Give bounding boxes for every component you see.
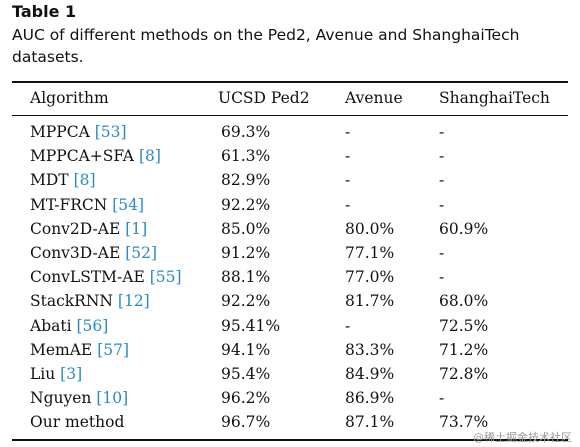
cell-avenue: - — [345, 147, 351, 166]
cell-algorithm: ConvLSTM-AE [55] — [30, 267, 182, 287]
cell-avenue: 83.3% — [345, 340, 395, 359]
method-name: MT-FRCN — [30, 195, 108, 214]
cell-shanghaitech: - — [439, 147, 445, 166]
cell-avenue: 77.1% — [345, 244, 395, 262]
citation-link[interactable]: [53] — [94, 123, 127, 141]
cell-shanghaitech: - — [439, 268, 445, 287]
citation-link[interactable]: [3] — [60, 365, 83, 383]
table-top-rule — [12, 81, 568, 83]
citation-link[interactable]: [1] — [125, 219, 148, 238]
cell-ucsd-ped2: 92.2% — [221, 292, 271, 311]
cell-ucsd-ped2: 82.9% — [221, 171, 271, 190]
method-name: Liu — [30, 365, 56, 383]
method-name: Our method — [30, 413, 125, 432]
header-avenue: Avenue — [345, 89, 403, 107]
cell-shanghaitech: 72.5% — [439, 316, 489, 335]
cell-shanghaitech: - — [439, 123, 445, 141]
citation-link[interactable]: [55] — [149, 268, 182, 287]
table-header-rule — [12, 115, 568, 116]
header-ucsd-ped2: UCSD Ped2 — [218, 89, 310, 107]
cell-algorithm: StackRNN [12] — [30, 291, 150, 311]
cell-avenue: 80.0% — [345, 219, 395, 238]
method-name: MPPCA — [30, 123, 90, 141]
citation-link[interactable]: [8] — [138, 147, 161, 166]
table-bottom-rule — [12, 439, 568, 441]
cell-algorithm: MPPCA+SFA [8] — [30, 146, 161, 166]
cell-algorithm: Our method — [30, 412, 124, 432]
cell-shanghaitech: 73.7% — [439, 413, 489, 432]
cell-shanghaitech: - — [439, 389, 445, 408]
citation-link[interactable]: [52] — [125, 244, 158, 262]
table-caption-label: Table 1 — [12, 2, 77, 21]
header-algorithm: Algorithm — [30, 89, 109, 107]
cell-ucsd-ped2: 95.41% — [221, 316, 281, 335]
cell-avenue: - — [345, 316, 351, 335]
citation-link[interactable]: [10] — [96, 389, 129, 408]
cell-ucsd-ped2: 96.2% — [221, 389, 271, 408]
cell-algorithm: Abati [56] — [30, 316, 108, 336]
cell-shanghaitech: 71.2% — [439, 340, 489, 359]
cell-avenue: 77.0% — [345, 268, 395, 287]
method-name: Nguyen — [30, 389, 92, 408]
cell-shanghaitech: - — [439, 244, 445, 262]
cell-avenue: 87.1% — [345, 413, 395, 432]
cell-algorithm: MT-FRCN [54] — [30, 195, 144, 215]
method-name: StackRNN — [30, 292, 113, 311]
table-caption-text: AUC of different methods on the Ped2, Av… — [12, 26, 520, 66]
method-name: Conv2D-AE — [30, 219, 121, 238]
cell-avenue: 86.9% — [345, 389, 395, 408]
cell-avenue: - — [345, 171, 351, 190]
cell-ucsd-ped2: 61.3% — [221, 147, 271, 166]
cell-shanghaitech: 72.8% — [439, 365, 489, 383]
citation-link[interactable]: [8] — [73, 171, 96, 190]
method-name: MPPCA+SFA — [30, 147, 134, 166]
citation-link[interactable]: [54] — [112, 195, 145, 214]
cell-ucsd-ped2: 88.1% — [221, 268, 271, 287]
cell-avenue: - — [345, 123, 351, 141]
cell-avenue: - — [345, 195, 351, 214]
cell-ucsd-ped2: 92.2% — [221, 195, 271, 214]
cell-algorithm: Conv2D-AE [1] — [30, 219, 147, 239]
method-name: MDT — [30, 171, 69, 190]
cell-ucsd-ped2: 96.7% — [221, 413, 271, 432]
cell-ucsd-ped2: 69.3% — [221, 123, 271, 141]
method-name: ConvLSTM-AE — [30, 268, 145, 287]
watermark: @稀土掘金技术社区 — [473, 431, 572, 444]
method-name: Conv3D-AE — [30, 244, 121, 262]
cell-shanghaitech: - — [439, 171, 445, 190]
method-name: Abati — [30, 316, 72, 335]
header-shanghaitech: ShanghaiTech — [439, 89, 550, 107]
citation-link[interactable]: [56] — [76, 316, 109, 335]
citation-link[interactable]: [57] — [97, 340, 130, 359]
cell-ucsd-ped2: 91.2% — [221, 244, 271, 262]
cell-shanghaitech: 60.9% — [439, 219, 489, 238]
cell-shanghaitech: 68.0% — [439, 292, 489, 311]
cell-ucsd-ped2: 94.1% — [221, 340, 271, 359]
cell-algorithm: MemAE [57] — [30, 340, 129, 360]
cell-algorithm: Nguyen [10] — [30, 388, 128, 408]
citation-link[interactable]: [12] — [117, 292, 150, 311]
cell-avenue: 84.9% — [345, 365, 395, 383]
cell-algorithm: Liu [3] — [30, 364, 82, 384]
cell-algorithm: MDT [8] — [30, 170, 96, 190]
cell-avenue: 81.7% — [345, 292, 395, 311]
cell-algorithm: MPPCA [53] — [30, 122, 127, 142]
method-name: MemAE — [30, 340, 93, 359]
cell-algorithm: Conv3D-AE [52] — [30, 243, 157, 263]
cell-ucsd-ped2: 95.4% — [221, 365, 271, 383]
cell-ucsd-ped2: 85.0% — [221, 219, 271, 238]
cell-shanghaitech: - — [439, 195, 445, 214]
